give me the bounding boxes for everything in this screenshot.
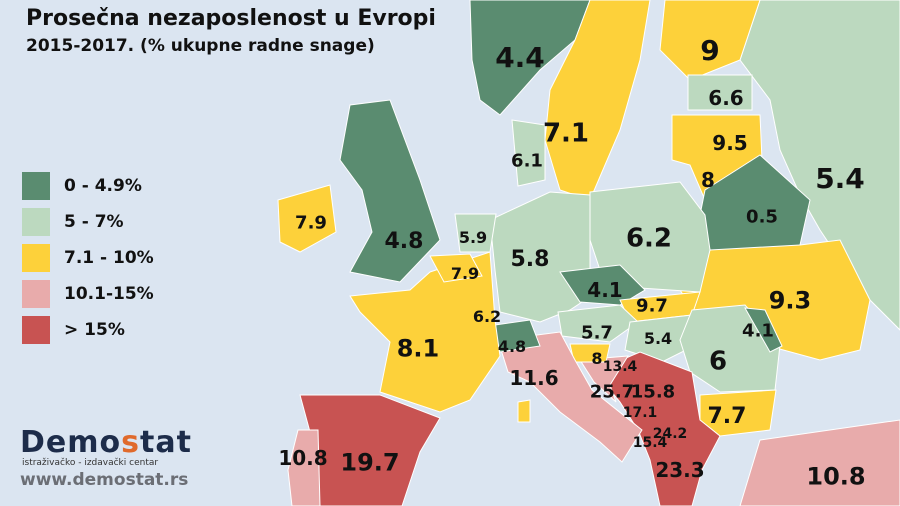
unemployment-value-label: 7.7 — [708, 404, 747, 429]
legend-item: 7.1 - 10% — [22, 240, 154, 276]
country-sardinia — [517, 399, 531, 423]
country-portugal — [287, 429, 321, 506]
unemployment-value-label: 15.8 — [631, 381, 675, 402]
unemployment-value-label: 11.6 — [509, 366, 558, 390]
unemployment-value-label: 8.1 — [397, 335, 440, 363]
country-estonia — [687, 74, 753, 111]
logo-tagline: istraživačko - izdavački centar — [22, 458, 159, 468]
logo-text: Demo — [20, 425, 122, 460]
country-netherlands — [454, 213, 497, 253]
unemployment-value-label: 17.1 — [623, 405, 658, 421]
logo-text: tat — [139, 425, 192, 460]
country-moldova — [744, 307, 783, 353]
legend-label: 10.1-15% — [64, 284, 154, 304]
country-bulgaria — [699, 389, 777, 437]
country-italy — [497, 331, 643, 463]
legend-label: 7.1 - 10% — [64, 248, 154, 268]
legend-swatch — [22, 244, 50, 272]
unemployment-value-label: 4.8 — [498, 337, 526, 356]
country-finland — [659, 0, 761, 81]
legend-item: > 15% — [22, 312, 154, 348]
legend-swatch — [22, 316, 50, 344]
legend-swatch — [22, 280, 50, 308]
unemployment-value-label: 9.3 — [769, 287, 812, 315]
country-turkey — [739, 419, 900, 506]
unemployment-value-label: 6.2 — [473, 307, 501, 326]
unemployment-value-label: 5.4 — [815, 162, 865, 195]
unemployment-value-label: 5.7 — [581, 322, 613, 343]
legend-item: 0 - 4.9% — [22, 168, 154, 204]
country-croatia — [579, 355, 629, 403]
unemployment-value-label: 0.5 — [746, 206, 778, 227]
unemployment-value-label: 13.4 — [603, 359, 638, 375]
unemployment-value-label: 6.6 — [708, 86, 743, 110]
unemployment-value-label: 10.8 — [278, 446, 327, 470]
unemployment-value-label: 8 — [701, 168, 715, 192]
legend-item: 5 - 7% — [22, 204, 154, 240]
unemployment-value-label: 5.9 — [459, 228, 487, 247]
unemployment-value-label: 25.7 — [590, 381, 634, 402]
unemployment-value-label: 4.4 — [495, 41, 545, 74]
legend-swatch — [22, 172, 50, 200]
unemployment-value-label: 23.3 — [655, 458, 704, 482]
logo-wordmark: Demostat — [20, 428, 192, 458]
legend-label: 0 - 4.9% — [64, 176, 142, 196]
unemployment-value-label: 4.8 — [385, 229, 424, 254]
unemployment-value-label: 4.1 — [587, 278, 622, 302]
logo-text-accent: s — [121, 425, 140, 460]
country-balkans — [601, 351, 721, 506]
legend-label: > 15% — [64, 320, 125, 340]
page-subtitle: 2015-2017. (% ukupne radne snage) — [26, 36, 375, 56]
legend: 0 - 4.9% 5 - 7% 7.1 - 10% 10.1-15% > 15% — [22, 168, 154, 348]
page-title: Prosečna nezaposlenost u Evropi — [26, 6, 436, 31]
legend-swatch — [22, 208, 50, 236]
country-denmark — [511, 119, 546, 187]
unemployment-value-label: 19.7 — [340, 449, 399, 477]
legend-item: 10.1-15% — [22, 276, 154, 312]
country-belgium — [429, 253, 483, 283]
unemployment-value-label: 8 — [591, 349, 602, 368]
country-ireland — [277, 184, 337, 253]
unemployment-value-label: 9.5 — [712, 131, 747, 155]
country-france — [349, 251, 501, 413]
unemployment-value-label: 6.2 — [626, 223, 672, 253]
unemployment-value-label: 9.7 — [636, 295, 668, 316]
unemployment-value-label: 5.4 — [644, 329, 672, 348]
unemployment-value-label: 24.2 — [653, 426, 688, 442]
unemployment-value-label: 15.4 — [633, 435, 668, 451]
unemployment-value-label: 9 — [700, 34, 719, 67]
country-austria — [557, 304, 639, 343]
unemployment-value-label: 7.1 — [543, 118, 589, 148]
country-russia — [739, 0, 900, 331]
demostat-logo: Demostat istraživačko - izdavački centar… — [20, 428, 192, 491]
website-link[interactable]: www.demostat.rs — [20, 470, 189, 490]
unemployment-value-label: 10.8 — [806, 463, 865, 491]
legend-label: 5 - 7% — [64, 212, 124, 232]
country-uk — [339, 99, 441, 283]
unemployment-value-label: 5.8 — [511, 247, 550, 272]
unemployment-value-label: 7.9 — [295, 212, 327, 233]
unemployment-value-label: 6 — [709, 346, 727, 376]
country-czechia — [559, 264, 646, 306]
unemployment-value-label: 4.1 — [742, 320, 774, 341]
unemployment-value-label: 7.9 — [451, 264, 479, 283]
unemployment-value-label: 6.1 — [511, 150, 543, 171]
